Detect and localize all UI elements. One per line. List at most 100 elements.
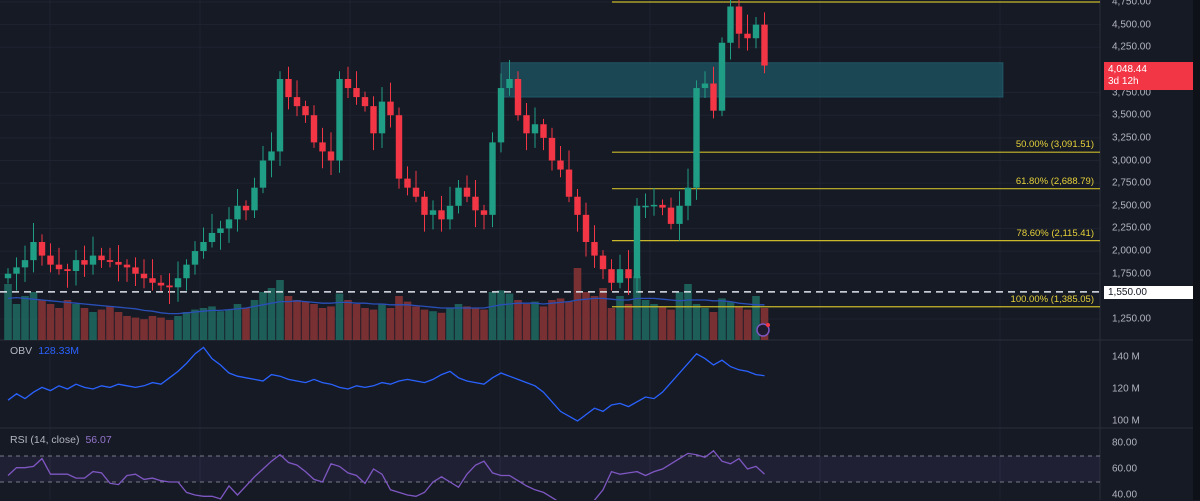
candle xyxy=(47,243,54,273)
candle-body xyxy=(565,169,573,197)
volume-bar xyxy=(293,300,301,340)
alert-icon xyxy=(756,323,770,337)
candle xyxy=(310,105,318,148)
volume-bar xyxy=(21,296,29,340)
candle-body xyxy=(47,255,54,265)
candle xyxy=(395,107,403,189)
candle-body xyxy=(353,88,360,98)
candle xyxy=(531,107,539,148)
candle xyxy=(344,66,352,99)
candle xyxy=(353,71,360,105)
candle xyxy=(701,71,709,99)
horizontal-line-tag[interactable]: 1,550.00 xyxy=(1104,286,1194,299)
candle xyxy=(744,14,751,51)
volume-bar xyxy=(454,304,463,340)
volume-bar xyxy=(412,306,420,340)
candle xyxy=(489,132,496,228)
rsi-title: RSI (14, close) xyxy=(10,434,80,446)
right-edge xyxy=(1193,0,1200,500)
candle xyxy=(752,16,760,49)
candle-body xyxy=(268,151,275,161)
candle xyxy=(659,199,666,216)
volume-bar xyxy=(497,290,505,340)
axis-tick-label: 3,250.00 xyxy=(1112,132,1151,144)
candle-body xyxy=(293,97,301,107)
fib-level-label: 78.60% (2,115.41) xyxy=(1016,227,1094,239)
candle-body xyxy=(242,205,250,211)
volume-bar xyxy=(692,304,701,340)
candle xyxy=(208,213,216,248)
candle xyxy=(650,188,658,216)
candle xyxy=(30,222,37,273)
candle-body xyxy=(718,42,726,111)
candle-body xyxy=(650,204,658,207)
candle xyxy=(591,225,598,268)
candle xyxy=(157,275,165,291)
candle-body xyxy=(140,273,148,279)
axis-tick-label: 140 M xyxy=(1112,351,1140,363)
candle xyxy=(327,132,335,175)
candle xyxy=(608,259,615,291)
candle xyxy=(132,257,139,286)
volume-bar xyxy=(267,288,276,340)
volume-bar xyxy=(471,308,480,340)
candle-body xyxy=(13,267,20,274)
volume-bar xyxy=(233,304,242,340)
candle xyxy=(684,168,692,221)
candle-body xyxy=(225,219,233,229)
obv-legend[interactable]: OBV 128.33M xyxy=(10,345,79,357)
fib-level-label: 61.80% (2,688.79) xyxy=(1015,175,1094,187)
candle-body xyxy=(735,6,743,34)
volume-bar xyxy=(709,312,718,340)
rsi-legend[interactable]: RSI (14, close) 56.07 xyxy=(10,434,112,446)
volume-bar xyxy=(684,284,692,340)
candle-body xyxy=(489,142,496,215)
volume-bar xyxy=(80,308,89,340)
volume-bar xyxy=(590,296,599,340)
candle-body xyxy=(404,178,411,188)
volume-bar xyxy=(284,296,293,340)
volume-bar xyxy=(667,309,675,340)
candle-body xyxy=(684,187,692,206)
volume-bar xyxy=(335,293,344,340)
candle xyxy=(174,261,182,302)
volume-bar xyxy=(72,304,80,340)
candle xyxy=(336,71,343,173)
volume-bar xyxy=(573,268,582,340)
candle-body xyxy=(191,251,199,265)
volume-bar xyxy=(174,316,182,340)
candle-body xyxy=(625,269,632,279)
volume-bar xyxy=(225,309,233,340)
candle-body xyxy=(64,269,71,271)
volume-bar xyxy=(378,304,386,340)
volume-bar xyxy=(565,301,573,340)
candle-body xyxy=(115,261,122,265)
candle-body xyxy=(761,24,768,66)
candle xyxy=(455,179,462,214)
candle-body xyxy=(132,267,139,274)
candle xyxy=(421,191,428,232)
candle xyxy=(285,66,292,110)
volume-bar xyxy=(718,298,726,340)
candle xyxy=(183,259,190,291)
candle-body xyxy=(98,255,105,261)
candle xyxy=(268,132,275,178)
volume-bar xyxy=(242,308,250,340)
candle xyxy=(574,189,581,232)
candle-body xyxy=(727,6,734,43)
volume-bar xyxy=(531,301,539,340)
candle-body xyxy=(251,187,258,211)
volume-bar xyxy=(752,296,760,340)
candle xyxy=(302,100,309,123)
candle-body xyxy=(582,214,590,243)
candle-body xyxy=(200,242,207,252)
volume-bar xyxy=(4,284,12,340)
axis-tick-label: 60.00 xyxy=(1112,463,1138,475)
candle xyxy=(642,193,649,219)
candle xyxy=(718,37,726,117)
volume-bar xyxy=(301,301,310,340)
volume-bar xyxy=(327,306,335,340)
candle xyxy=(115,245,122,282)
candle-body xyxy=(217,228,224,233)
